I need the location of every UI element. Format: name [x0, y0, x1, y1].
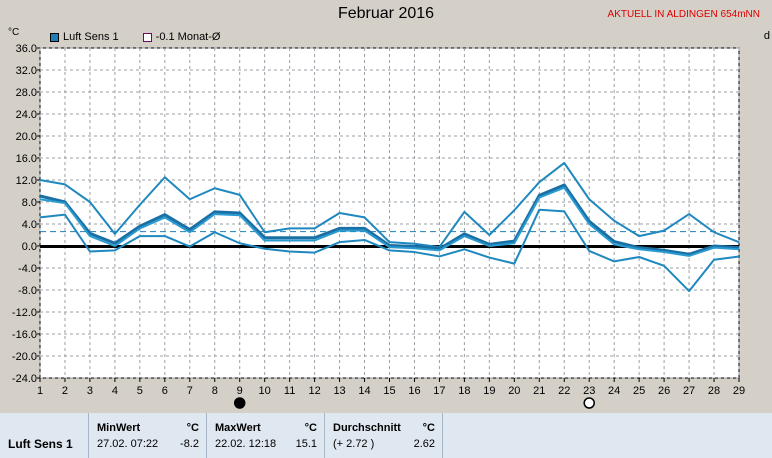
max-time: 22.02. 12:18 — [215, 438, 277, 450]
x-tick-label: 2 — [62, 385, 68, 397]
series-line-max — [39, 161, 740, 249]
edge-letter: d — [763, 30, 770, 42]
x-tick-label: 25 — [633, 385, 645, 397]
y-tick-label: 36.0 — [16, 43, 37, 55]
x-tick-label: 15 — [383, 385, 395, 397]
x-tick-label: 27 — [683, 385, 695, 397]
avg-unit: °C — [422, 422, 435, 434]
line-chart: 36.0 32.0 28.0 24.0 20.0 16.0 12.0 8.0 4.0 0.0 -4.… — [12, 43, 745, 409]
max-unit: °C — [304, 422, 317, 434]
y-tick-label: 4.0 — [22, 219, 37, 231]
y-tick-label: 32.0 — [16, 65, 37, 77]
y-tick-label: 8.0 — [22, 197, 37, 209]
x-tick-label: 3 — [87, 385, 93, 397]
y-tick-label: 12.0 — [16, 175, 37, 187]
x-tick-label: 24 — [608, 385, 620, 397]
y-unit-label: °C — [8, 27, 20, 38]
y-tick-label: -4.0 — [18, 263, 37, 275]
max-head: MaxWert — [215, 422, 261, 434]
min-unit: °C — [186, 422, 199, 434]
x-tick-label: 28 — [708, 385, 720, 397]
avg-head: Durchschnitt — [333, 422, 401, 434]
sensor-name: Luft Sens 1 — [8, 437, 73, 451]
series-line-average — [39, 183, 740, 256]
x-tick-label: 6 — [162, 385, 168, 397]
x-tick-label: 12 — [308, 385, 320, 397]
sensor-cell: Luft Sens 1 — [0, 413, 88, 458]
y-tick-label: 28.0 — [16, 87, 37, 99]
legend-swatch-filled-icon — [50, 32, 59, 42]
min-value: -8.2 — [180, 438, 199, 450]
plot-area — [39, 47, 740, 379]
x-tick-label: 19 — [483, 385, 495, 397]
legend-item-month-avg[interactable]: -0.1 Monat-Ø — [142, 31, 221, 43]
max-cell: MaxWert °C 22.02. 12:18 15.1 — [206, 413, 325, 458]
min-cell: MinWert °C 27.02. 07:22 -8.2 — [88, 413, 207, 458]
x-tick-label: 1 — [37, 385, 43, 397]
y-tick-label: -16.0 — [12, 329, 37, 341]
y-tick-label: 16.0 — [16, 153, 37, 165]
avg-value: 2.62 — [413, 438, 435, 450]
avg-delta: (+ 2.72 ) — [333, 438, 375, 450]
location-label: AKTUELL IN ALDINGEN 654mNN — [607, 9, 760, 20]
x-tick-label: 14 — [358, 385, 370, 397]
y-tick-label: -20.0 — [12, 351, 37, 363]
y-tick-label: 0.0 — [22, 241, 37, 253]
series-line-mid — [39, 186, 740, 257]
min-head: MinWert — [97, 422, 141, 434]
x-tick-label: 7 — [187, 385, 193, 397]
legend-swatch-empty-icon — [142, 32, 152, 42]
max-value: 15.1 — [295, 438, 317, 450]
x-tick-label: 17 — [433, 385, 445, 397]
x-tick-label: 8 — [212, 385, 218, 397]
x-tick-label: 26 — [658, 385, 670, 397]
y-tick-label: 24.0 — [16, 109, 37, 121]
legend: Luft Sens 1 -0.1 Monat-Ø — [50, 31, 220, 43]
y-tick-label: -24.0 — [12, 373, 37, 385]
x-tick-label: 21 — [533, 385, 545, 397]
y-tick-label: 20.0 — [16, 131, 37, 143]
x-tick-label: 16 — [408, 385, 420, 397]
min-time: 27.02. 07:22 — [97, 438, 159, 450]
x-tick-label: 18 — [458, 385, 470, 397]
marker-filled-icon — [233, 397, 246, 409]
marker-open-icon — [583, 397, 595, 409]
stats-footer: Luft Sens 1 MinWert °C 27.02. 07:22 -8.2… — [0, 413, 772, 458]
x-tick-label: 11 — [284, 385, 295, 397]
x-tick-label: 22 — [558, 385, 570, 397]
x-tick-label: 23 — [583, 385, 595, 397]
x-tick-label: 29 — [733, 385, 745, 397]
y-tick-label: -8.0 — [18, 285, 37, 297]
x-tick-label: 4 — [112, 385, 118, 397]
legend-item-sensor[interactable]: Luft Sens 1 — [50, 31, 119, 43]
x-tick-label: 20 — [508, 385, 520, 397]
x-tick-label: 9 — [237, 385, 243, 397]
empty-cell — [442, 413, 772, 458]
chart-title: Februar 2016 — [337, 5, 435, 22]
legend-label-sensor: Luft Sens 1 — [63, 31, 119, 43]
series-line-min — [39, 208, 740, 293]
x-tick-label: 10 — [259, 385, 271, 397]
legend-label-month-avg: -0.1 Monat-Ø — [155, 31, 221, 43]
y-tick-label: -12.0 — [12, 307, 37, 319]
x-tick-label: 13 — [333, 385, 345, 397]
avg-cell: Durchschnitt °C (+ 2.72 ) 2.62 — [324, 413, 443, 458]
x-tick-label: 5 — [137, 385, 143, 397]
